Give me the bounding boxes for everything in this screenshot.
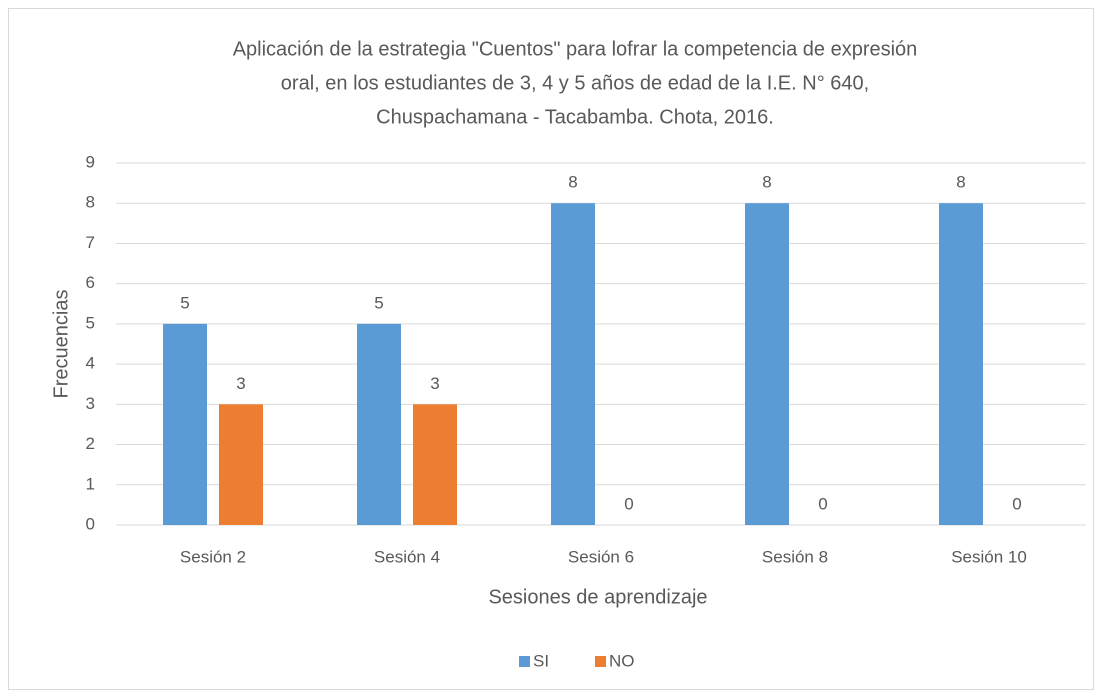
bar	[219, 404, 263, 525]
data-label: 0	[1012, 494, 1021, 513]
chart-title: Aplicación de la estrategia "Cuentos" pa…	[233, 38, 918, 60]
bar	[939, 203, 983, 525]
bar	[745, 203, 789, 525]
y-axis-label: Frecuencias	[50, 290, 72, 399]
legend-label: NO	[609, 651, 635, 670]
y-tick-label: 4	[86, 354, 95, 373]
bar	[163, 323, 207, 525]
y-tick-label: 7	[86, 233, 95, 252]
x-axis-label: Sesiones de aprendizaje	[488, 586, 707, 608]
data-label: 8	[956, 173, 965, 192]
data-label: 8	[762, 173, 771, 192]
y-tick-label: 5	[86, 313, 95, 332]
data-label: 3	[236, 374, 245, 393]
bar	[357, 323, 401, 525]
x-tick-label: Sesión 10	[951, 547, 1027, 566]
x-tick-label: Sesión 6	[568, 547, 634, 566]
x-tick-label: Sesión 8	[762, 547, 828, 566]
legend-swatch	[595, 656, 606, 667]
bar	[413, 404, 457, 525]
legend-label: SI	[533, 651, 549, 670]
legend-swatch	[519, 656, 530, 667]
data-label: 3	[430, 374, 439, 393]
x-tick-label: Sesión 4	[374, 547, 440, 566]
x-tick-label: Sesión 2	[180, 547, 246, 566]
y-tick-label: 3	[86, 394, 95, 413]
y-tick-label: 2	[86, 434, 95, 453]
data-label: 0	[624, 494, 633, 513]
y-tick-label: 9	[86, 152, 95, 171]
bar	[551, 203, 595, 525]
data-label: 5	[374, 293, 383, 312]
data-label: 5	[180, 293, 189, 312]
chart-title: oral, en los estudiantes de 3, 4 y 5 año…	[281, 72, 869, 94]
y-tick-label: 6	[86, 273, 95, 292]
data-label: 8	[568, 173, 577, 192]
y-tick-label: 0	[86, 514, 95, 533]
y-tick-label: 1	[86, 474, 95, 493]
data-label: 0	[818, 494, 827, 513]
y-tick-label: 8	[86, 193, 95, 212]
chart-title: Chuspachamana - Tacabamba. Chota, 2016.	[376, 106, 774, 128]
